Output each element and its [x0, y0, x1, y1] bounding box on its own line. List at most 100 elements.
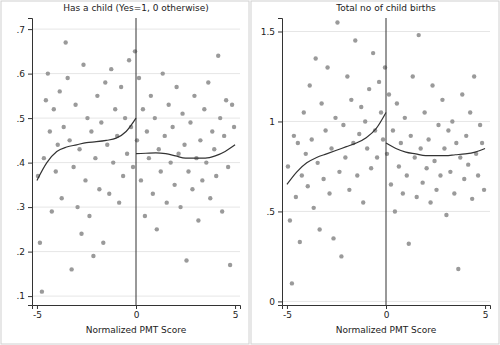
- point: [387, 92, 391, 96]
- point: [296, 141, 300, 145]
- point: [468, 110, 472, 114]
- point: [375, 155, 379, 159]
- point: [79, 232, 83, 236]
- point: [428, 200, 432, 204]
- point: [198, 138, 202, 142]
- point: [413, 155, 417, 159]
- point: [389, 182, 393, 186]
- title: Total no of child births: [335, 3, 436, 13]
- tick: .3: [16, 202, 32, 212]
- point: [157, 147, 161, 151]
- tick-mark: [28, 296, 32, 297]
- point: [214, 174, 218, 178]
- point: [353, 38, 357, 42]
- point: [371, 51, 375, 55]
- tick-mark: [278, 211, 282, 212]
- tick-label: .6: [16, 69, 25, 79]
- point: [58, 89, 62, 93]
- point: [430, 83, 434, 87]
- point: [143, 214, 147, 218]
- tick: -5: [283, 305, 292, 320]
- point: [91, 254, 95, 258]
- point: [54, 169, 58, 173]
- point: [359, 105, 363, 109]
- point: [170, 125, 174, 129]
- x-axis-title: Normalized PMT Score: [86, 325, 187, 335]
- point: [452, 191, 456, 195]
- point: [111, 160, 115, 164]
- tick-mark: [278, 121, 282, 122]
- point: [341, 123, 345, 127]
- tick-mark: [287, 305, 288, 309]
- axis-line: [283, 306, 491, 310]
- tick-mark: [278, 301, 282, 302]
- point: [442, 146, 446, 150]
- point: [391, 128, 395, 132]
- point: [411, 74, 415, 78]
- point: [50, 209, 54, 213]
- point: [329, 146, 333, 150]
- point: [304, 152, 308, 156]
- point: [153, 116, 157, 120]
- tick: .6: [16, 69, 32, 79]
- fit-line: [386, 143, 485, 156]
- point: [311, 206, 315, 210]
- fit-line: [37, 118, 136, 180]
- point: [176, 152, 180, 156]
- point: [310, 137, 314, 141]
- axis-line: [28, 19, 33, 306]
- point: [127, 58, 131, 62]
- point: [212, 147, 216, 151]
- point: [208, 196, 212, 200]
- tick-label: .7: [16, 25, 25, 35]
- point: [426, 137, 430, 141]
- point: [321, 177, 325, 181]
- point: [89, 129, 93, 133]
- point: [480, 141, 484, 145]
- point: [393, 209, 397, 213]
- point: [139, 178, 143, 182]
- point: [186, 169, 190, 173]
- point: [147, 156, 151, 160]
- point: [56, 143, 60, 147]
- point: [210, 129, 214, 133]
- point: [192, 94, 196, 98]
- point: [286, 164, 290, 168]
- point: [347, 188, 351, 192]
- point: [323, 128, 327, 132]
- tick-label: -5: [283, 310, 292, 320]
- point: [48, 129, 52, 133]
- point: [405, 173, 409, 177]
- point: [174, 85, 178, 89]
- point: [218, 116, 222, 120]
- point: [85, 116, 89, 120]
- point: [383, 65, 387, 69]
- x-axis-title: Normalized PMT Score: [336, 325, 437, 335]
- point: [363, 119, 367, 123]
- point: [436, 123, 440, 127]
- tick: .4: [16, 158, 32, 168]
- tick-mark: [28, 207, 32, 208]
- point: [133, 49, 137, 53]
- point: [190, 187, 194, 191]
- point: [395, 101, 399, 105]
- point: [377, 80, 381, 84]
- point: [444, 213, 448, 217]
- tick: .5: [16, 113, 32, 123]
- tick-label: 5: [483, 310, 489, 320]
- point: [450, 119, 454, 123]
- tick-label: -5: [33, 310, 42, 320]
- point: [77, 147, 81, 151]
- point: [315, 161, 319, 165]
- point: [75, 205, 79, 209]
- point: [188, 120, 192, 124]
- panel-border: [251, 1, 499, 344]
- point: [454, 141, 458, 145]
- point: [409, 134, 413, 138]
- point: [420, 180, 424, 184]
- point: [345, 74, 349, 78]
- point: [401, 191, 405, 195]
- point: [416, 33, 420, 37]
- fit-line: [287, 112, 386, 184]
- point: [288, 218, 292, 222]
